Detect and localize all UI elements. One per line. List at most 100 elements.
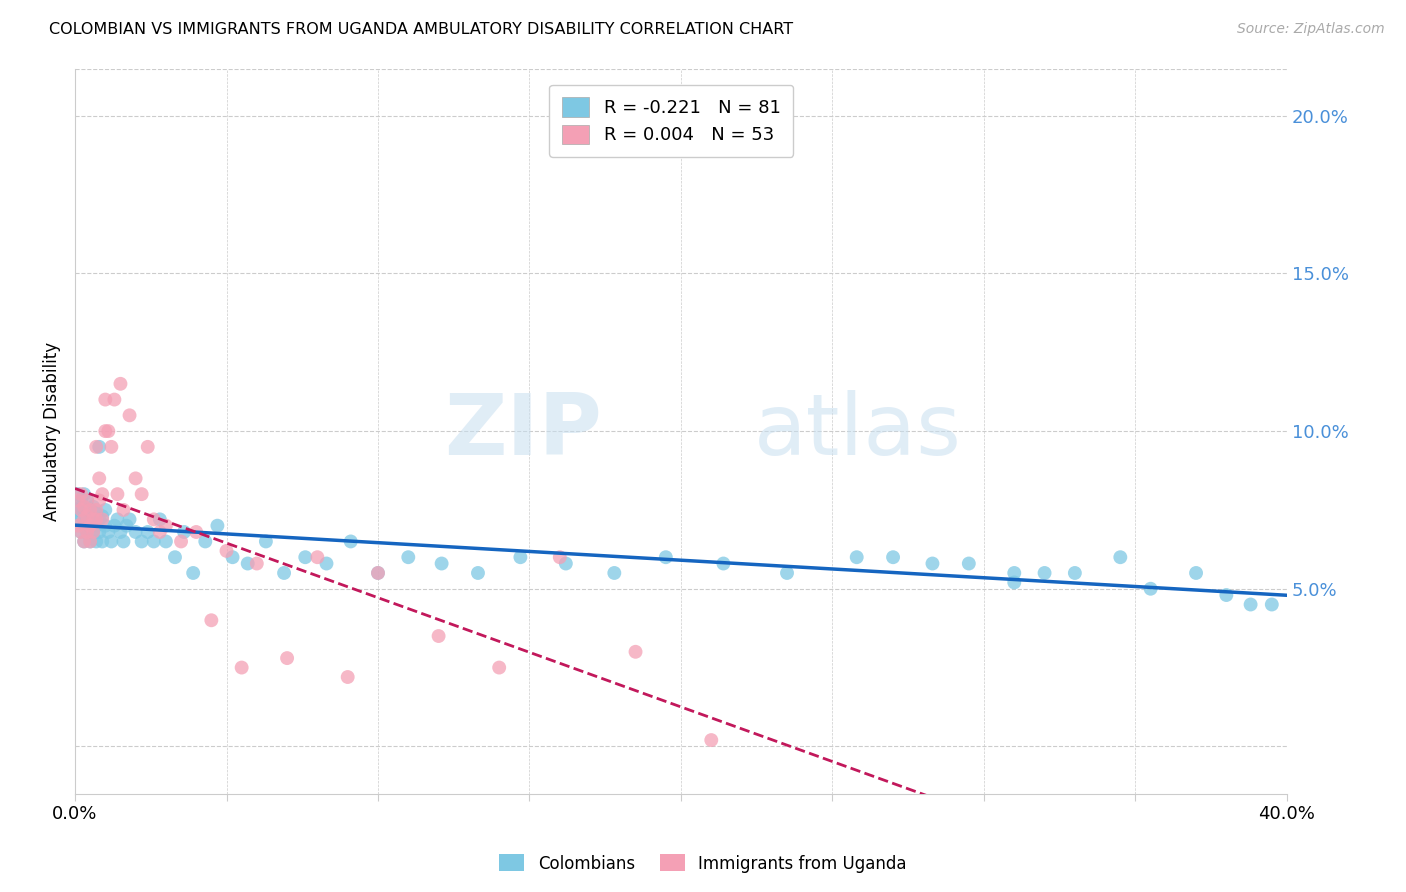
Point [339,534,361,549]
Point [215,544,238,558]
Point [1261,598,1284,612]
Point [115,518,138,533]
Point [655,550,678,565]
Point [118,512,141,526]
Point [84,534,107,549]
Point [136,440,159,454]
Legend: Colombians, Immigrants from Uganda: Colombians, Immigrants from Uganda [492,847,914,880]
Point [131,534,153,549]
Point [84,512,107,526]
Point [67,487,90,501]
Point [315,557,337,571]
Point [70,524,93,539]
Point [200,613,222,627]
Point [1063,566,1085,580]
Point [276,651,298,665]
Point [100,534,122,549]
Point [82,524,104,539]
Point [1185,566,1208,580]
Point [118,409,141,423]
Point [124,471,146,485]
Point [107,487,129,501]
Point [73,534,96,549]
Point [79,518,101,533]
Point [236,557,259,571]
Point [221,550,243,565]
Point [336,670,359,684]
Point [155,534,177,549]
Point [110,524,132,539]
Point [73,487,96,501]
Point [142,512,165,526]
Point [231,660,253,674]
Point [82,512,104,526]
Point [430,557,453,571]
Point [94,392,117,407]
Point [112,503,135,517]
Point [488,660,510,674]
Point [254,534,277,549]
Point [91,534,114,549]
Point [173,524,195,539]
Point [700,733,723,747]
Point [273,566,295,580]
Point [91,487,114,501]
Point [624,645,647,659]
Point [1002,575,1025,590]
Point [67,503,90,517]
Point [70,500,93,514]
Point [82,524,104,539]
Point [76,493,98,508]
Point [82,512,104,526]
Point [367,566,389,580]
Point [84,503,107,517]
Point [155,518,177,533]
Point [91,512,114,526]
Point [100,440,122,454]
Point [149,512,172,526]
Point [110,376,132,391]
Point [882,550,904,565]
Point [149,524,172,539]
Point [181,566,204,580]
Point [163,550,186,565]
Point [136,524,159,539]
Point [67,512,90,526]
Point [112,534,135,549]
Point [97,424,120,438]
Point [170,534,193,549]
Point [76,493,98,508]
Point [70,509,93,524]
Point [103,392,125,407]
Point [554,557,576,571]
Point [70,487,93,501]
Point [124,524,146,539]
Point [76,509,98,524]
Point [1109,550,1132,565]
Point [548,550,571,565]
Point [207,518,229,533]
Point [294,550,316,565]
Point [67,518,90,533]
Point [142,534,165,549]
Point [957,557,980,571]
Point [713,557,735,571]
Point [84,518,107,533]
Point [1215,588,1237,602]
Point [73,518,96,533]
Point [845,550,868,565]
Text: atlas: atlas [754,390,962,473]
Y-axis label: Ambulatory Disability: Ambulatory Disability [44,342,60,521]
Text: COLOMBIAN VS IMMIGRANTS FROM UGANDA AMBULATORY DISABILITY CORRELATION CHART: COLOMBIAN VS IMMIGRANTS FROM UGANDA AMBU… [49,22,793,37]
Point [73,500,96,514]
Point [1139,582,1161,596]
Point [76,524,98,539]
Point [89,524,111,539]
Point [91,509,114,524]
Point [73,512,96,526]
Point [246,557,269,571]
Point [427,629,450,643]
Point [396,550,419,565]
Point [1239,598,1261,612]
Point [367,566,389,580]
